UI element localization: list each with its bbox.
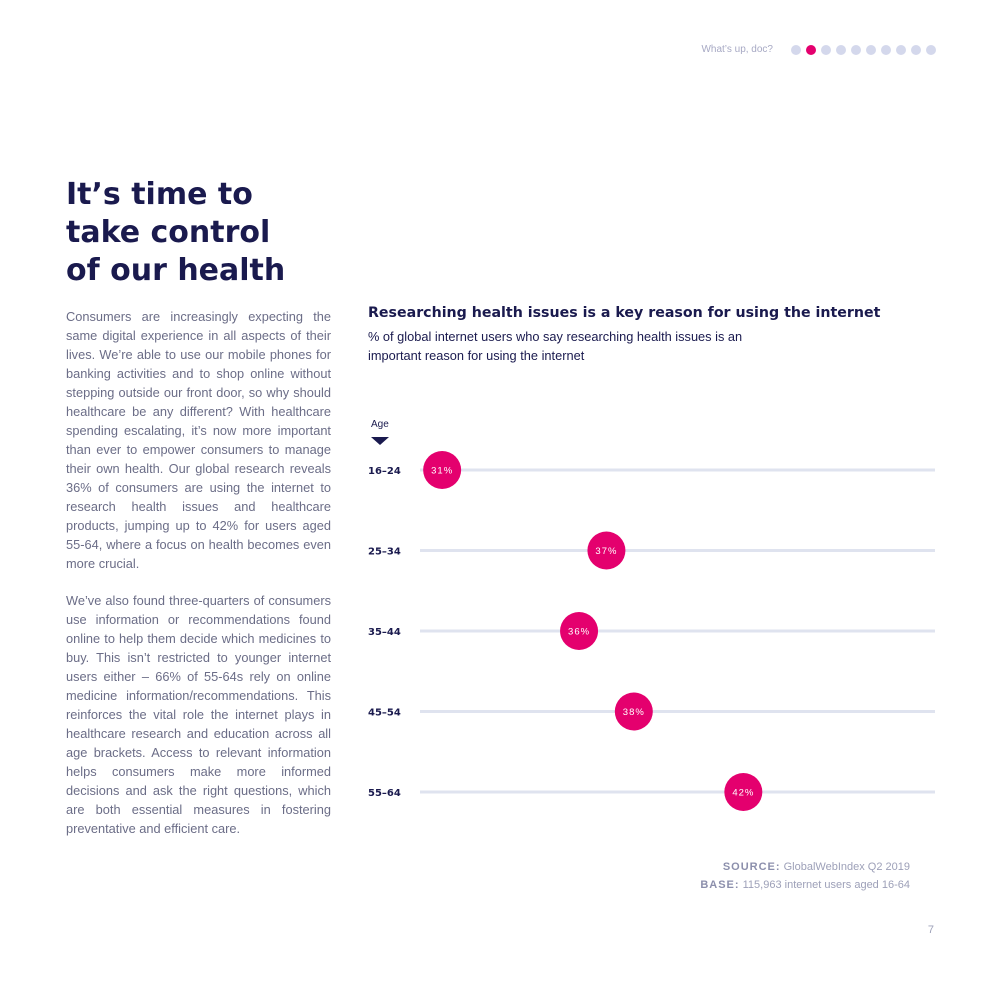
data-label: 38% <box>623 707 645 718</box>
down-arrow-icon <box>371 437 389 445</box>
header-nav: What’s up, doc? <box>701 44 936 55</box>
page-dot[interactable] <box>896 44 906 55</box>
page-dot[interactable] <box>866 44 876 55</box>
axis-label: Age <box>371 419 389 430</box>
data-label: 36% <box>568 627 590 638</box>
category-label: 45–54 <box>368 708 401 719</box>
base-line: BASE: 115,963 internet users aged 16-64 <box>700 876 910 894</box>
data-point <box>423 451 462 489</box>
data-label: 31% <box>431 466 453 477</box>
data-point <box>614 692 653 731</box>
header-title: What’s up, doc? <box>701 44 773 55</box>
data-point <box>560 612 599 650</box>
data-point <box>724 773 763 811</box>
page-dot[interactable] <box>881 44 891 55</box>
source-text: GlobalWebIndex Q2 2019 <box>783 861 910 873</box>
chart-subtitle: % of global internet users who say resea… <box>368 329 743 363</box>
page-dot[interactable] <box>911 44 921 55</box>
source-block: SOURCE: GlobalWebIndex Q2 2019 BASE: 115… <box>700 858 910 894</box>
chart-title: Researching health issues is a key reaso… <box>368 305 881 321</box>
data-label: 37% <box>595 546 617 557</box>
page-dot[interactable] <box>836 44 846 55</box>
page-number: 7 <box>927 924 934 936</box>
page-dot-active[interactable] <box>806 44 816 55</box>
page-dot[interactable] <box>791 44 801 55</box>
dot-plot-chart: Age 16–24 31% 25–34 37% 35–44 36% 45–54 38% 55–64… <box>368 419 935 811</box>
source-label: SOURCE: <box>722 861 781 873</box>
page-dot[interactable] <box>851 44 861 55</box>
category-label: 16–24 <box>368 466 401 477</box>
page-dot[interactable] <box>821 44 831 55</box>
page-dot[interactable] <box>926 44 936 55</box>
base-label: BASE: <box>700 879 740 891</box>
source-line: SOURCE: GlobalWebIndex Q2 2019 <box>700 858 910 876</box>
category-label: 25–34 <box>368 547 401 558</box>
base-text: 115,963 internet users aged 16-64 <box>742 879 910 891</box>
page-indicator-dots <box>791 44 936 55</box>
body-paragraph: We’ve also found three-quarters of consu… <box>66 593 331 836</box>
category-label: 55–64 <box>368 788 401 799</box>
data-point <box>587 531 626 570</box>
body-text: Consumers are increasingly expecting the… <box>66 307 331 856</box>
data-label: 42% <box>732 788 754 799</box>
body-paragraph: Consumers are increasingly expecting the… <box>66 309 331 571</box>
page-title: It’s time to take control of our health <box>66 177 286 288</box>
category-label: 35–44 <box>368 627 401 638</box>
